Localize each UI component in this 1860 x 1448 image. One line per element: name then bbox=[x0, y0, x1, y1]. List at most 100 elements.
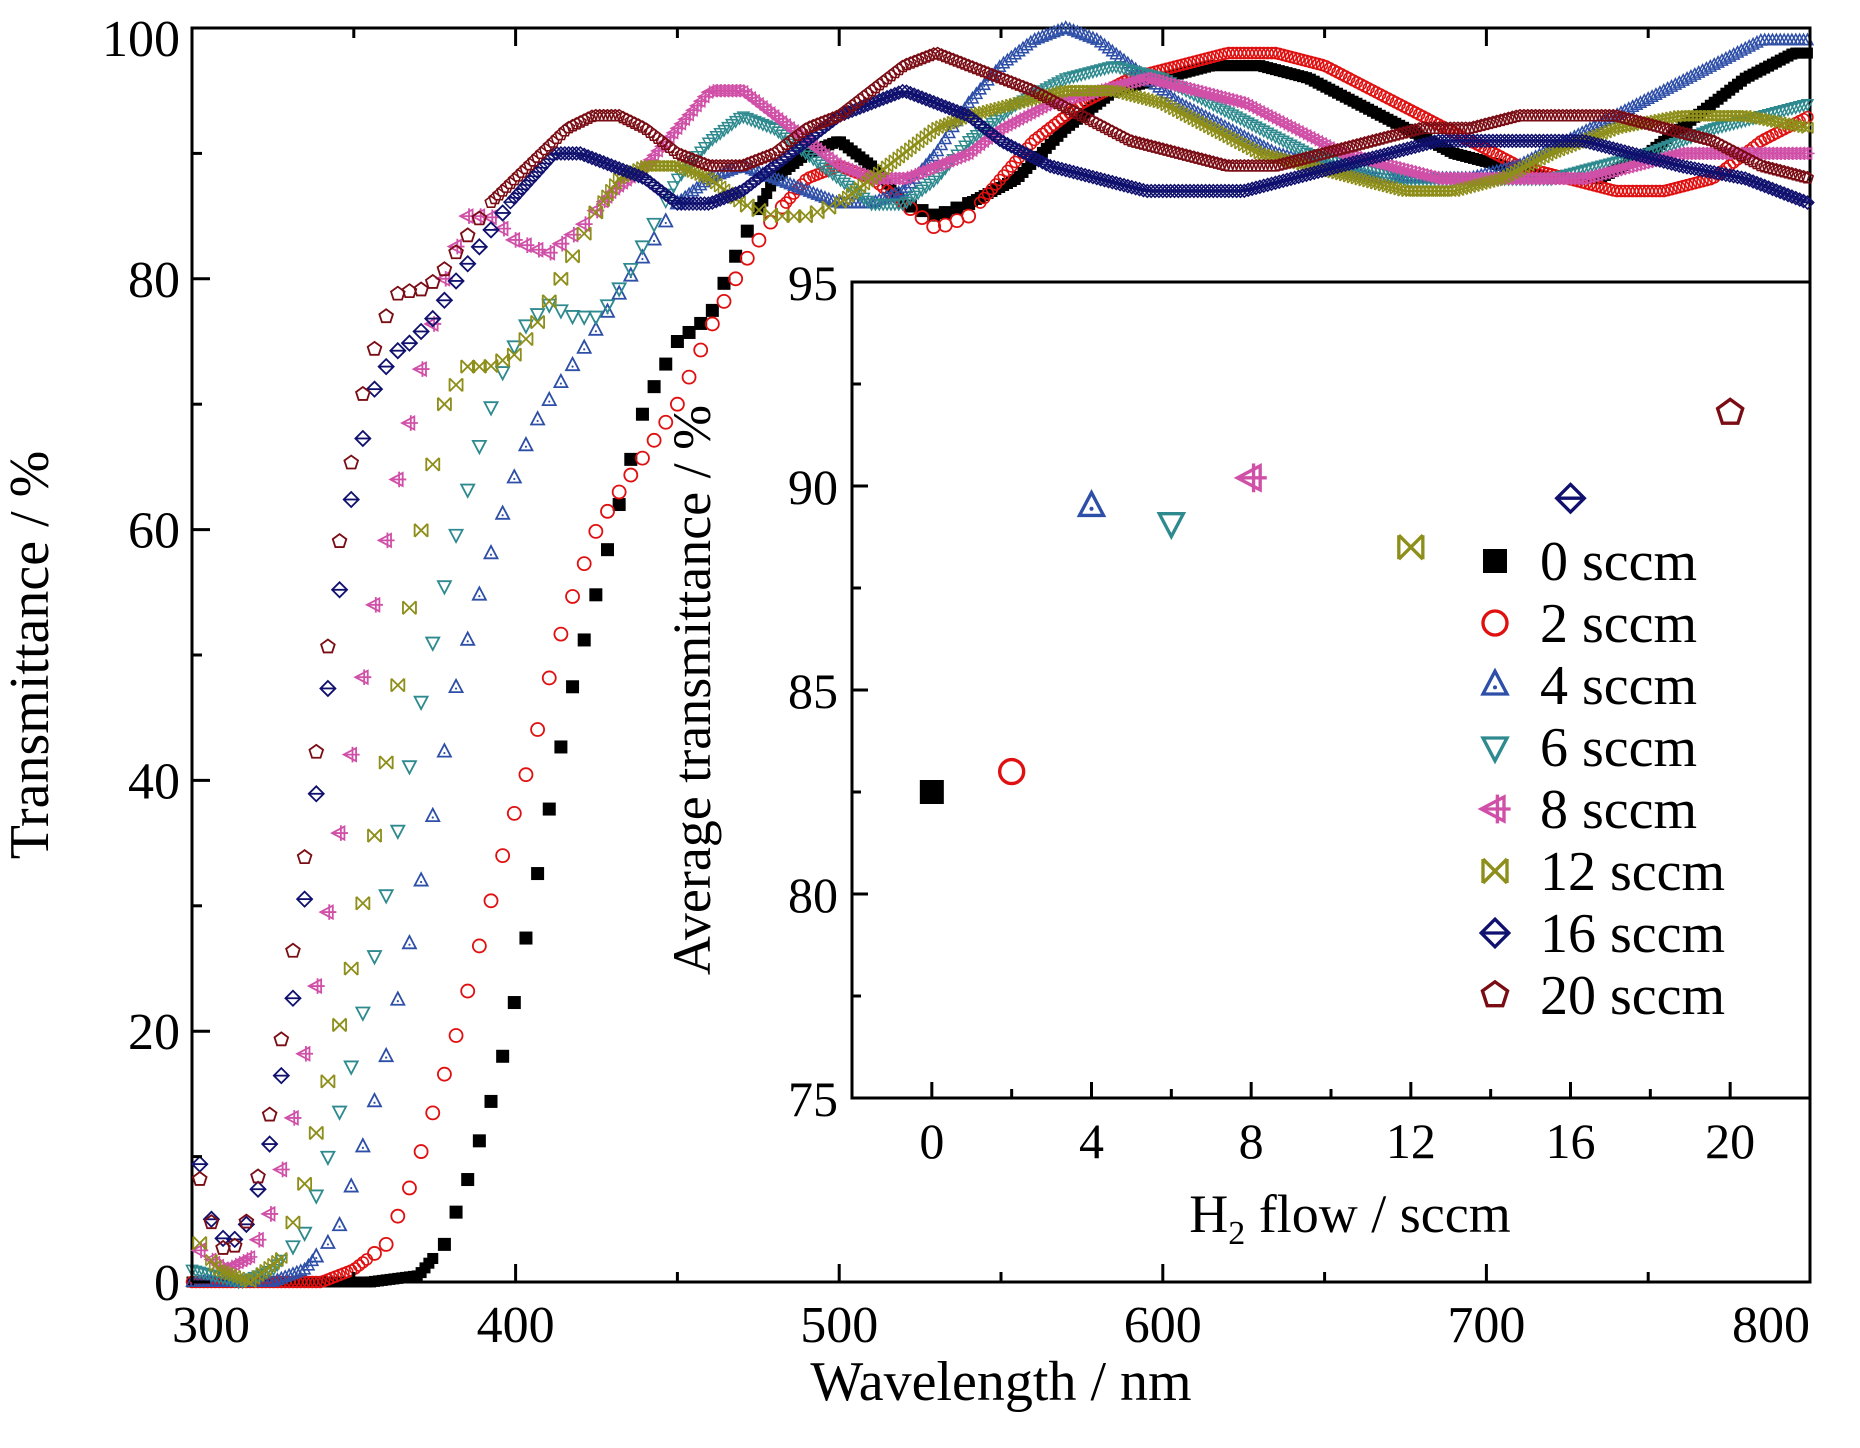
data-point bbox=[260, 1135, 279, 1153]
data-point bbox=[927, 208, 941, 222]
data-point bbox=[400, 334, 419, 352]
data-point bbox=[425, 457, 441, 472]
data-point bbox=[693, 342, 709, 358]
data-point bbox=[771, 126, 786, 140]
data-point bbox=[1303, 150, 1318, 163]
data-point bbox=[308, 1125, 324, 1141]
data-point bbox=[1389, 128, 1403, 141]
data-point bbox=[494, 504, 511, 520]
data-point bbox=[612, 498, 626, 512]
data-point bbox=[1703, 124, 1718, 138]
legend-marker bbox=[1478, 916, 1512, 950]
data-point bbox=[493, 204, 512, 222]
data-point bbox=[1350, 138, 1364, 151]
data-point bbox=[775, 129, 790, 143]
data-point bbox=[1086, 66, 1100, 80]
data-point bbox=[437, 1237, 451, 1251]
data-point bbox=[191, 1155, 209, 1173]
data-point bbox=[767, 146, 782, 160]
data-point bbox=[1043, 121, 1057, 135]
data-point bbox=[1265, 46, 1278, 60]
data-point bbox=[899, 57, 914, 71]
data-point bbox=[576, 338, 593, 354]
data-point bbox=[849, 95, 863, 109]
data-point bbox=[1501, 111, 1516, 125]
legend-label: 4 sccm bbox=[1540, 655, 1697, 717]
data-point bbox=[331, 1105, 348, 1121]
data-point bbox=[1719, 120, 1733, 133]
data-point bbox=[192, 1266, 207, 1280]
data-point bbox=[739, 250, 755, 266]
legend-label: 6 sccm bbox=[1540, 717, 1697, 779]
data-point bbox=[1493, 113, 1508, 127]
data-point bbox=[470, 238, 489, 256]
data-point bbox=[814, 159, 828, 173]
data-point bbox=[378, 755, 394, 770]
data-point bbox=[573, 115, 587, 128]
inset-x-tick-label: 8 bbox=[1239, 1113, 1264, 1169]
data-point bbox=[551, 235, 570, 252]
data-point bbox=[1036, 127, 1049, 141]
data-point bbox=[460, 983, 476, 999]
main-x-tick-label: 800 bbox=[1732, 1297, 1810, 1354]
data-point bbox=[864, 83, 879, 97]
data-point bbox=[449, 1205, 463, 1219]
data-point bbox=[1315, 147, 1329, 160]
data-point bbox=[1361, 135, 1376, 148]
data-point bbox=[1121, 64, 1135, 78]
data-point bbox=[226, 1237, 243, 1253]
data-point bbox=[238, 1213, 255, 1229]
main-y-axis-title: Transmittance / % bbox=[0, 451, 61, 860]
main-series-group bbox=[185, 20, 1815, 1290]
data-point bbox=[1800, 99, 1815, 112]
data-point bbox=[806, 153, 821, 167]
legend-label: 0 sccm bbox=[1540, 531, 1697, 593]
data-point bbox=[767, 123, 782, 137]
inset-x-tick-label: 16 bbox=[1546, 1113, 1596, 1169]
legend-item: 6 sccm bbox=[1480, 717, 1697, 779]
data-point bbox=[1113, 62, 1127, 76]
main-x-tick-label: 600 bbox=[1124, 1297, 1202, 1354]
data-point bbox=[1478, 117, 1492, 131]
data-point bbox=[666, 181, 681, 194]
series-20-sccm bbox=[191, 46, 1815, 1255]
data-point bbox=[600, 503, 615, 519]
data-point bbox=[1797, 121, 1810, 134]
data-point bbox=[366, 1091, 383, 1108]
data-point bbox=[798, 122, 813, 135]
data-point bbox=[447, 272, 465, 290]
data-point bbox=[833, 174, 848, 188]
data-point bbox=[1179, 109, 1193, 122]
data-point bbox=[320, 1074, 336, 1089]
data-point bbox=[1028, 133, 1041, 147]
data-point bbox=[740, 156, 754, 170]
data-point bbox=[554, 740, 568, 754]
data-point bbox=[581, 111, 595, 124]
inset-y-tick-label: 75 bbox=[788, 1071, 838, 1127]
main-y-tick-label: 60 bbox=[128, 503, 180, 560]
data-point bbox=[1307, 149, 1321, 162]
data-point bbox=[1799, 146, 1815, 161]
data-point bbox=[1272, 158, 1286, 171]
inset-points-group bbox=[919, 397, 1745, 804]
data-point bbox=[775, 140, 789, 154]
data-point bbox=[1284, 155, 1298, 168]
inset-point-4-sccm bbox=[1076, 488, 1107, 518]
data-point bbox=[367, 1245, 382, 1261]
data-point bbox=[1276, 157, 1290, 170]
data-point bbox=[365, 380, 384, 398]
legend-marker bbox=[1481, 857, 1509, 885]
data-point bbox=[635, 407, 649, 421]
data-point bbox=[872, 77, 886, 91]
data-point bbox=[507, 996, 521, 1010]
data-point bbox=[1319, 146, 1333, 159]
data-point bbox=[423, 309, 442, 328]
data-point bbox=[1090, 65, 1104, 79]
inset-point-8-sccm bbox=[1233, 463, 1267, 493]
data-point bbox=[436, 580, 453, 596]
data-point bbox=[1544, 147, 1558, 160]
data-point bbox=[802, 150, 817, 164]
data-point bbox=[1109, 61, 1123, 75]
data-point bbox=[472, 1134, 486, 1148]
data-point bbox=[308, 743, 325, 759]
